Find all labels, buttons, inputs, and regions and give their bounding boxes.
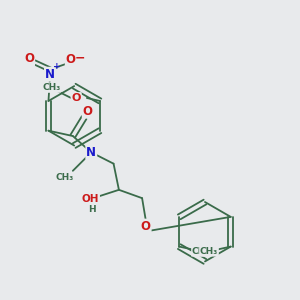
Text: O: O	[71, 93, 81, 103]
Text: CH₃: CH₃	[56, 173, 74, 182]
Text: CH₃: CH₃	[42, 83, 60, 92]
Text: O: O	[24, 52, 34, 65]
Text: N: N	[86, 146, 96, 159]
Text: CH₃: CH₃	[200, 247, 218, 256]
Text: −: −	[75, 51, 86, 64]
Text: O: O	[66, 53, 76, 66]
Text: CH₃: CH₃	[192, 247, 210, 256]
Text: O: O	[141, 220, 151, 232]
Text: +: +	[53, 62, 60, 71]
Text: N: N	[45, 68, 55, 81]
Text: OH: OH	[82, 194, 99, 204]
Text: O: O	[83, 105, 93, 118]
Text: H: H	[88, 205, 96, 214]
